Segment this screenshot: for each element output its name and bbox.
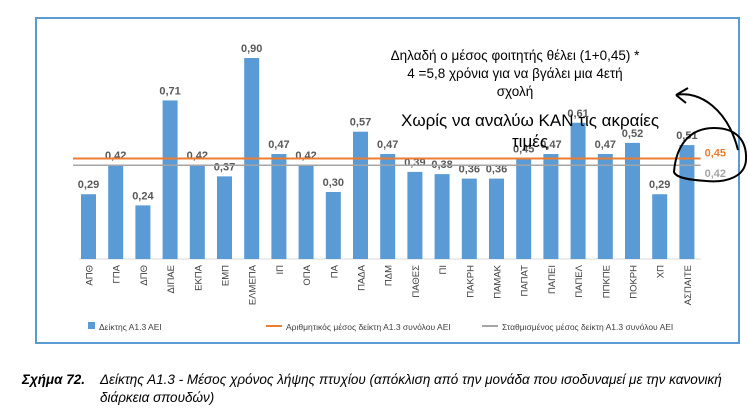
legend-label: Δείκτης Α1.3 ΑΕΙ — [99, 322, 162, 332]
value-label: 0,47 — [540, 139, 561, 151]
bar — [407, 171, 423, 259]
category-label: ΑΣΠΑΙΤΕ — [683, 265, 694, 305]
value-label: 0,52 — [622, 128, 643, 140]
note-line: Χωρίς να αναλύω ΚΑΝ τις ακραίες — [400, 111, 660, 130]
bar — [570, 122, 586, 260]
bar — [489, 178, 504, 259]
category-label: ΠΙ — [438, 265, 449, 275]
category-label: ΠΑΠΑΤ — [520, 265, 531, 297]
bar — [516, 158, 532, 259]
value-label: 0,47 — [268, 139, 289, 151]
value-label: 0,47 — [377, 139, 398, 151]
bar — [679, 145, 695, 259]
bar — [162, 100, 178, 259]
category-label: ΠΔΜ — [384, 265, 395, 286]
bar — [298, 165, 314, 259]
legend-label: Αριθμητικός μέσος δείκτη Α1.3 συνόλου ΑΕ… — [286, 322, 451, 332]
category-label: ΠΑΠΕΛ — [574, 264, 585, 297]
value-label: 0,24 — [132, 190, 154, 202]
bar — [461, 178, 477, 259]
value-label: 0,45 — [513, 144, 534, 156]
category-label: ΕΜΠ — [221, 265, 232, 286]
value-label: 0,71 — [159, 85, 180, 97]
category-label: ΠΑΔΑ — [357, 264, 368, 291]
value-label: 0,30 — [323, 177, 344, 189]
category-label: ΕΚΠΑ — [193, 264, 204, 291]
category-label: ΠΑΠΕΙ — [547, 265, 558, 294]
note-line: σχολή — [496, 84, 534, 99]
handwritten-note-calculation: Δηλαδή ο μέσος φοιτητής θέλει (1+0,45) *… — [355, 47, 675, 101]
bar — [380, 154, 396, 259]
value-label: 0,42 — [187, 150, 208, 162]
reference-line-label: 0,45 — [705, 148, 726, 160]
category-label: ΠΑΜΑΚ — [493, 264, 504, 298]
category-label: ΠΑΘΕΣ — [411, 265, 422, 298]
category-label: ΙΠ — [275, 265, 286, 275]
note-line: Δηλαδή ο μέσος φοιτητής θέλει (1+0,45) * — [390, 48, 640, 63]
category-label: ΕΛΜΕΠΑ — [248, 264, 259, 305]
category-label: ΑΠΘ — [85, 265, 96, 286]
caption-label: Σχήμα 72. — [22, 372, 86, 387]
value-label: 0,29 — [78, 179, 99, 191]
bar — [189, 165, 205, 259]
handwritten-circle — [672, 126, 748, 183]
value-label: 0,36 — [459, 164, 480, 176]
legend-label: Σταθμισμένος μέσος δείκτη Α1.3 συνόλου Α… — [502, 322, 673, 332]
category-label: ΓΠΑ — [112, 264, 123, 283]
bar — [434, 174, 450, 259]
category-label: ΧΠ — [656, 265, 667, 278]
bar — [325, 192, 341, 259]
reference-line-label: 0,42 — [705, 168, 726, 180]
value-label: 0,61 — [567, 108, 588, 120]
bar — [135, 205, 151, 259]
handwritten-note-extremes: Χωρίς να αναλύω ΚΑΝ τις ακραίες τιμές — [375, 110, 685, 152]
value-label: 0,47 — [595, 139, 616, 151]
bar — [625, 142, 640, 259]
category-label: ΠΑΚΡΗ — [465, 265, 476, 298]
note-line: 4 =5,8 χρόνια για να βγάλει μια 4ετή — [407, 66, 623, 81]
category-label: ΔΙΠΑΕ — [166, 265, 177, 294]
note-line: τιμές — [511, 132, 549, 151]
bar — [217, 176, 232, 259]
category-label: ΠΑ — [329, 264, 340, 278]
value-label: 0,42 — [105, 150, 126, 162]
category-label: ΔΠΘ — [139, 265, 150, 286]
value-label: 0,42 — [295, 150, 316, 162]
value-label: 0,29 — [649, 179, 670, 191]
bar — [353, 131, 368, 259]
handwritten-arrow — [675, 93, 739, 151]
category-label: ΠΠΚΠΕ — [601, 265, 612, 298]
bar — [271, 154, 287, 259]
value-label: 0,57 — [350, 117, 371, 129]
legend-swatch — [88, 322, 95, 329]
bar — [597, 154, 613, 259]
caption-text: Δείκτης Α1.3 - Μέσος χρόνος λήψης πτυχίο… — [100, 372, 722, 405]
value-label: 0,36 — [486, 164, 507, 176]
value-label: 0,90 — [241, 43, 262, 55]
bar — [81, 194, 96, 259]
bar — [108, 165, 124, 259]
bar — [543, 154, 559, 259]
handwritten-arrow-head — [675, 87, 689, 104]
bar — [652, 194, 668, 259]
category-label: ΟΠΑ — [302, 264, 313, 285]
category-label: ΠΟΚΡΗ — [629, 265, 640, 299]
value-label: 0,37 — [214, 161, 235, 173]
